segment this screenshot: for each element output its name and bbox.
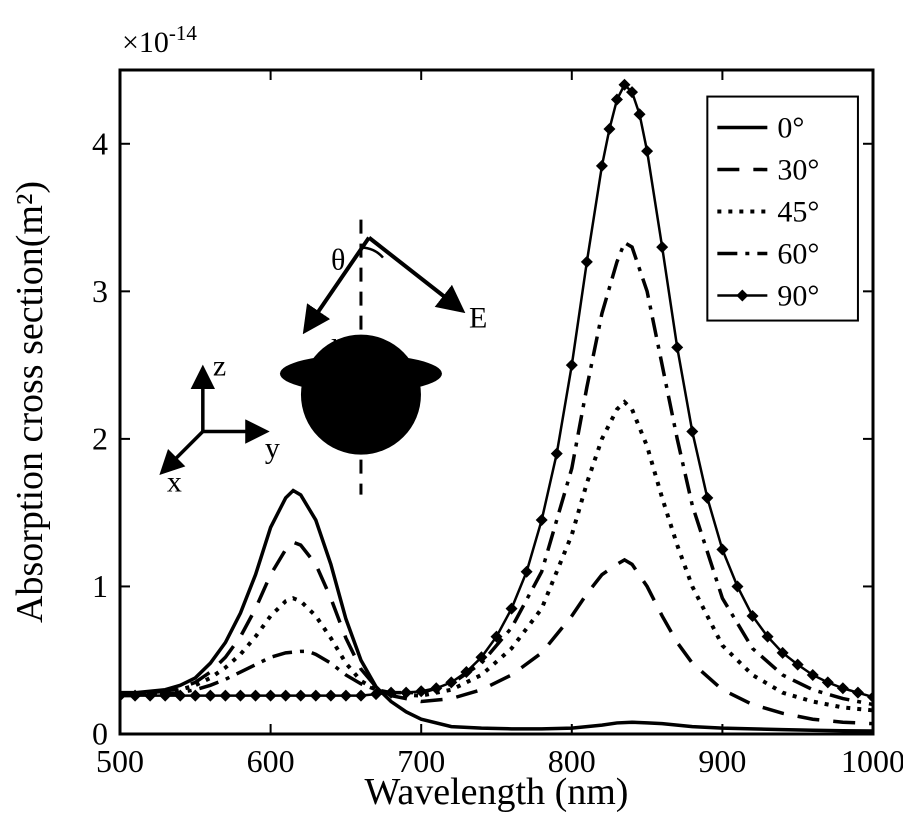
svg-text:2: 2 xyxy=(92,421,108,457)
svg-text:θ: θ xyxy=(331,244,345,277)
svg-text:45°: 45° xyxy=(777,196,819,229)
svg-text:60°: 60° xyxy=(777,238,819,271)
absorption-chart: 500600700800900100001234Wavelength (nm)A… xyxy=(0,0,903,834)
svg-text:k: k xyxy=(331,334,346,367)
svg-text:600: 600 xyxy=(247,743,295,779)
svg-text:Wavelength (nm): Wavelength (nm) xyxy=(365,771,629,813)
svg-text:0°: 0° xyxy=(777,112,804,145)
svg-text:1: 1 xyxy=(92,568,108,604)
svg-text:3: 3 xyxy=(92,273,108,309)
svg-text:30°: 30° xyxy=(777,154,819,187)
svg-text:1000: 1000 xyxy=(841,743,903,779)
svg-text:x: x xyxy=(167,466,182,499)
svg-text:z: z xyxy=(213,350,226,383)
svg-text:0: 0 xyxy=(92,716,108,752)
svg-text:90°: 90° xyxy=(777,280,819,313)
svg-text:900: 900 xyxy=(698,743,746,779)
svg-text:E: E xyxy=(469,302,487,335)
svg-text:Absorption cross section(m²): Absorption cross section(m²) xyxy=(9,181,51,623)
svg-text:4: 4 xyxy=(92,125,108,161)
chart-container: 500600700800900100001234Wavelength (nm)A… xyxy=(0,0,903,834)
svg-text:y: y xyxy=(265,432,280,465)
